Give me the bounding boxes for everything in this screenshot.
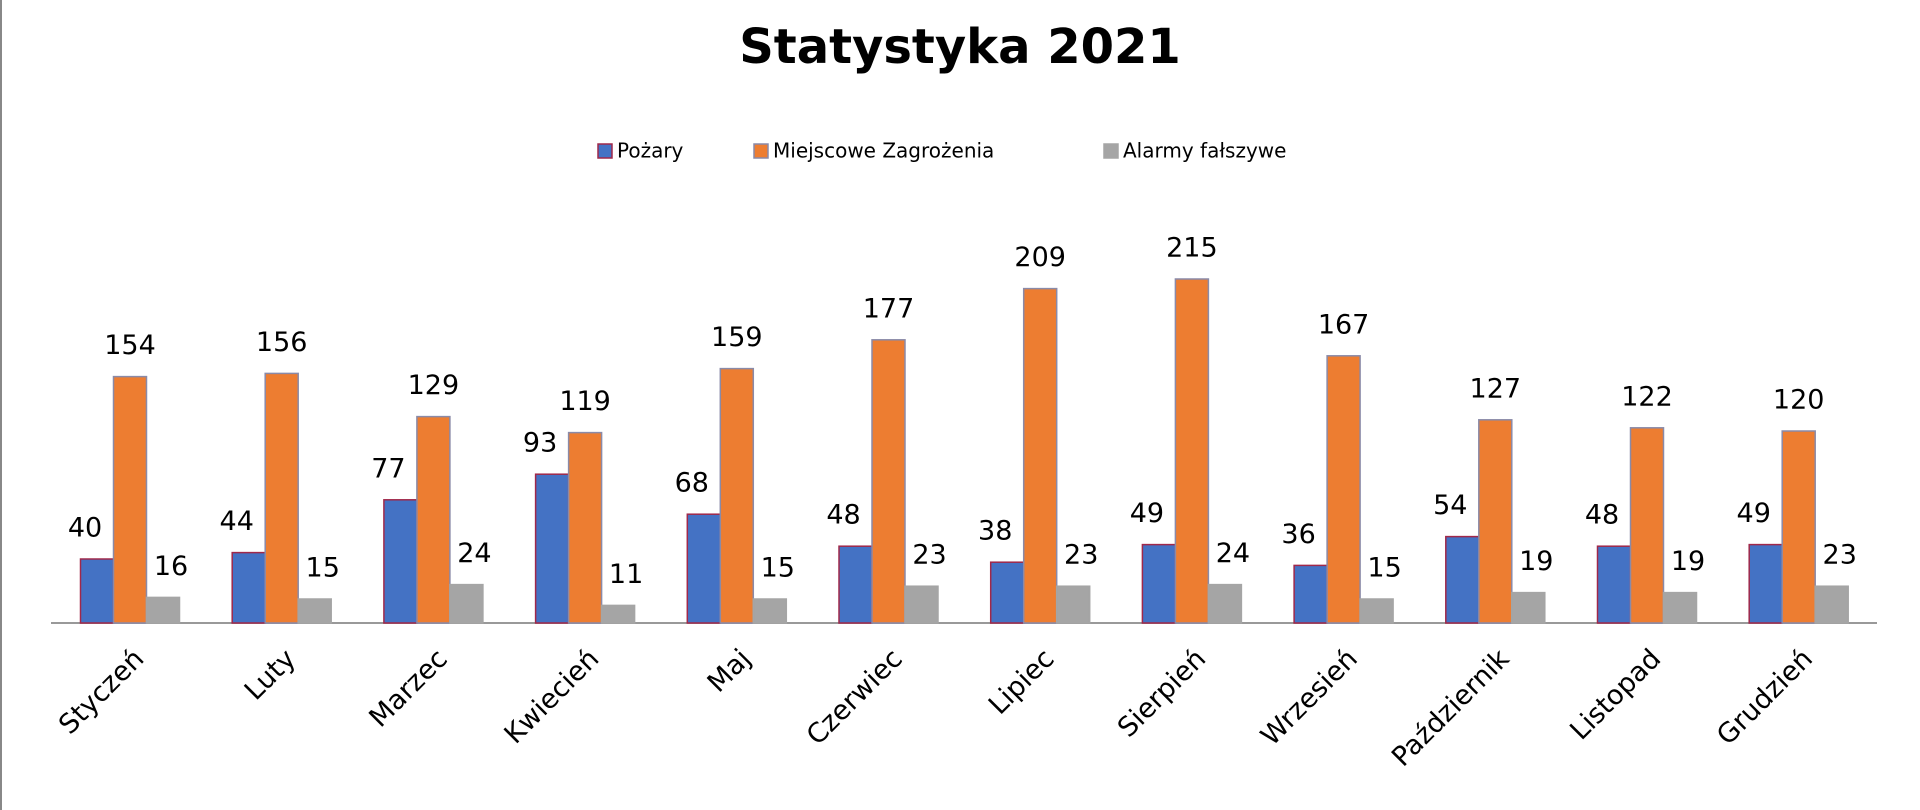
data-label: 215 xyxy=(1166,233,1218,264)
data-label: 19 xyxy=(1671,546,1705,577)
chart-title: Statystyka 2021 xyxy=(739,19,1181,75)
data-label: 122 xyxy=(1621,381,1673,412)
x-tick-label: Wrzesień xyxy=(1255,643,1364,752)
x-tick-label: Listopad xyxy=(1564,643,1667,746)
bar xyxy=(719,367,755,624)
bar xyxy=(567,431,603,624)
bar xyxy=(112,375,148,624)
data-label: 129 xyxy=(408,370,460,401)
bar xyxy=(752,598,788,624)
bar xyxy=(383,499,418,624)
legend-label: Alarmy fałszywe xyxy=(1123,139,1286,163)
legend-label: Miejscowe Zagrożenia xyxy=(773,139,994,163)
data-label: 68 xyxy=(675,468,709,499)
bar xyxy=(1478,419,1513,624)
bar xyxy=(1662,591,1698,624)
bar xyxy=(904,585,939,624)
bar xyxy=(1174,278,1210,624)
data-label: 156 xyxy=(256,327,308,358)
x-tick-label: Styczeń xyxy=(53,643,150,740)
bar xyxy=(686,513,722,624)
legend-swatch xyxy=(1103,143,1119,159)
x-tick-label: Sierpień xyxy=(1112,643,1212,743)
bar xyxy=(989,561,1025,624)
x-tick-label: Lipiec xyxy=(983,643,1061,721)
x-tick-label: Marzec xyxy=(363,643,453,733)
x-tick-label: Czerwiec xyxy=(801,643,909,751)
bar xyxy=(231,551,266,624)
bar xyxy=(1629,427,1665,624)
bar xyxy=(600,604,636,624)
bar xyxy=(1596,545,1632,624)
data-label: 54 xyxy=(1433,490,1467,521)
data-label: 44 xyxy=(220,506,254,537)
data-label: 38 xyxy=(978,516,1012,547)
data-label: 24 xyxy=(457,538,491,569)
data-label: 11 xyxy=(609,559,643,590)
bar xyxy=(871,339,906,624)
data-label: 49 xyxy=(1737,498,1771,529)
data-label: 119 xyxy=(559,386,611,417)
data-label: 36 xyxy=(1281,519,1315,550)
bar xyxy=(1748,543,1783,624)
data-label: 23 xyxy=(912,540,946,571)
x-tick-label: Kwiecień xyxy=(499,643,606,750)
data-label: 23 xyxy=(1064,540,1098,571)
bar xyxy=(449,583,484,624)
bar xyxy=(1293,564,1328,624)
data-label: 49 xyxy=(1130,498,1164,529)
legend: Pożary Miejscowe Zagrożenia Alarmy fałszyw… xyxy=(597,139,1286,163)
data-label: 177 xyxy=(863,293,915,324)
x-tick-label: Luty xyxy=(239,643,302,706)
plot-area: 40 154 16 Styczeń 44 156 15 Luty 77 129 24 Marzec 93… xyxy=(51,233,1877,773)
x-tick-label: Grudzień xyxy=(1711,643,1819,751)
bar xyxy=(1326,355,1361,624)
data-label: 48 xyxy=(826,500,860,531)
data-label: 159 xyxy=(711,322,763,353)
x-tick-label: Maj xyxy=(702,643,757,698)
bar xyxy=(1207,583,1243,624)
data-label: 40 xyxy=(68,513,102,544)
bar xyxy=(416,415,451,624)
data-label: 167 xyxy=(1318,309,1370,340)
legend-label: Pożary xyxy=(617,139,684,163)
data-label: 16 xyxy=(154,551,188,582)
bar xyxy=(264,372,299,624)
legend-swatch xyxy=(753,143,769,159)
data-label: 48 xyxy=(1585,500,1619,531)
data-label: 209 xyxy=(1014,242,1066,273)
legend-swatch xyxy=(597,143,613,159)
bar xyxy=(1781,430,1816,624)
bar xyxy=(1055,585,1091,624)
bar xyxy=(1814,585,1849,624)
bar xyxy=(1511,591,1546,624)
data-label: 15 xyxy=(761,553,795,584)
x-tick-label: Październik xyxy=(1386,643,1516,773)
bar xyxy=(1141,543,1177,624)
bar xyxy=(145,596,181,624)
data-label: 19 xyxy=(1519,546,1553,577)
bar xyxy=(1022,287,1058,624)
data-label: 93 xyxy=(523,428,557,459)
data-label: 127 xyxy=(1470,373,1522,404)
data-label: 154 xyxy=(104,330,156,361)
data-label: 77 xyxy=(371,453,405,484)
data-label: 23 xyxy=(1823,540,1857,571)
bar xyxy=(1445,535,1480,624)
bar xyxy=(838,545,873,624)
data-label: 15 xyxy=(306,553,340,584)
data-label: 24 xyxy=(1216,538,1250,569)
data-label: 15 xyxy=(1367,553,1401,584)
data-label: 120 xyxy=(1773,385,1825,416)
bar xyxy=(1359,598,1394,624)
bar xyxy=(79,558,115,624)
bar xyxy=(297,598,332,624)
bar xyxy=(534,473,570,624)
